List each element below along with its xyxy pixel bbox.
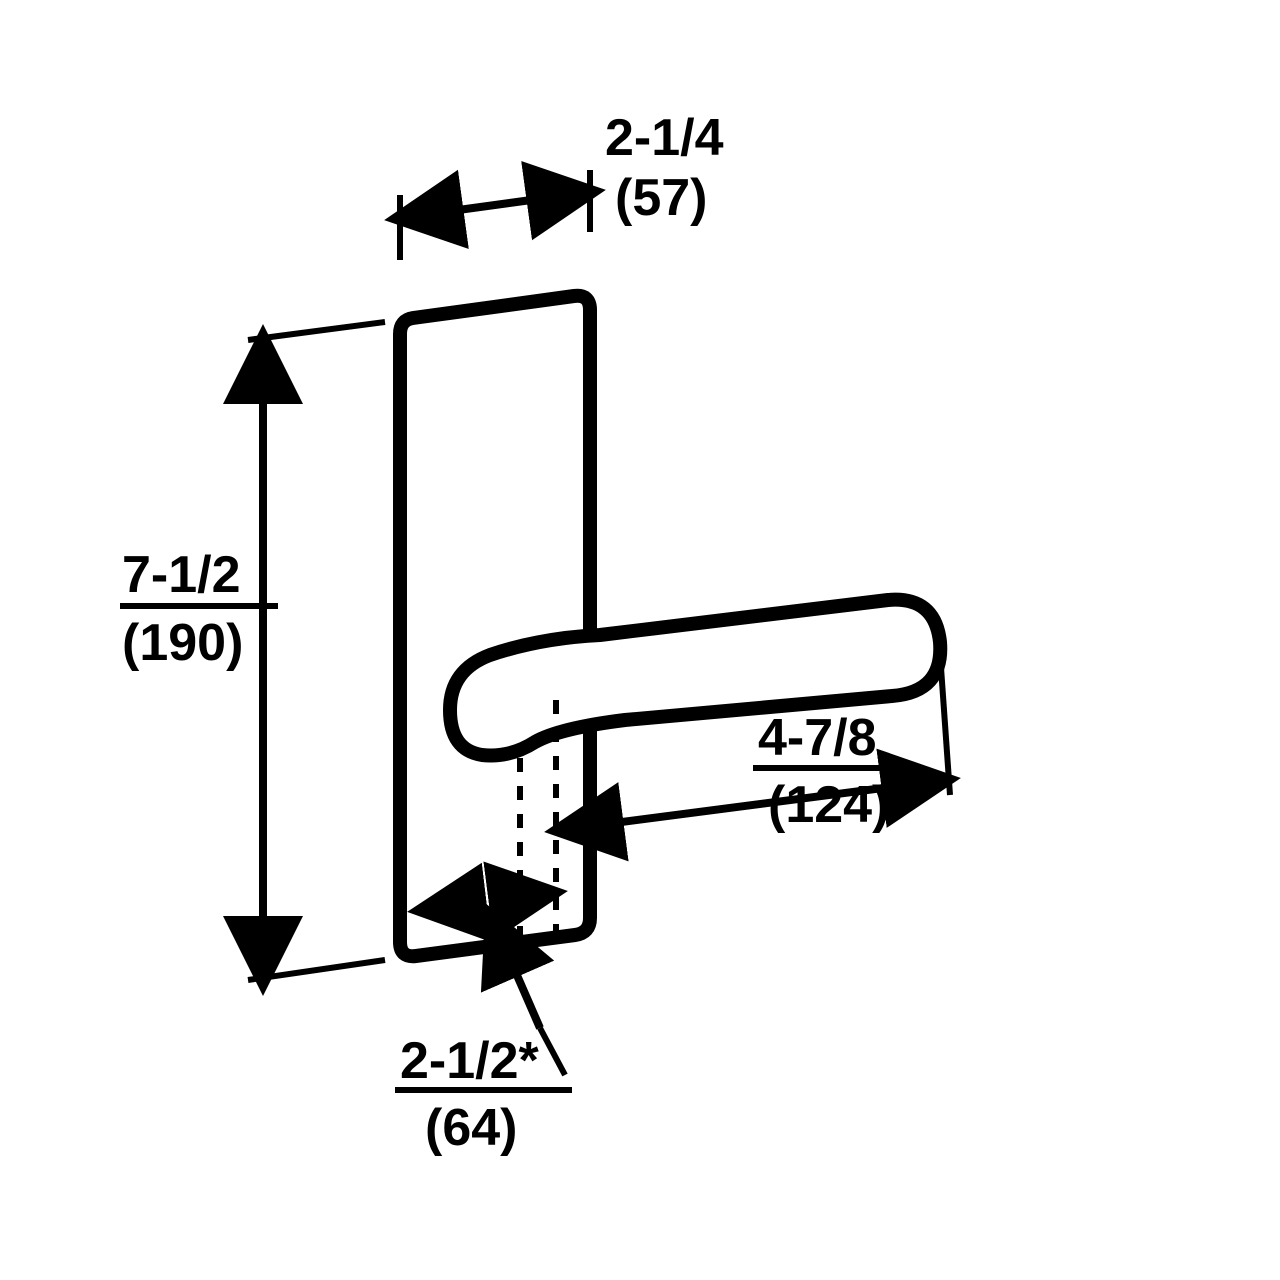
dimension-diagram: 2-1/4 (57) 7-1/2 (190) 4-7/8 (124) (0, 0, 1280, 1280)
dim-backset-metric: (64) (425, 1099, 517, 1157)
dim-height-left-metric: (190) (122, 614, 243, 672)
dim-height-left-imperial: 7-1/2 (122, 546, 241, 604)
dim-backset-imperial: 2-1/2* (400, 1032, 540, 1090)
dim-height-left: 7-1/2 (190) (120, 322, 385, 980)
dim-lever-imperial: 4-7/8 (758, 709, 877, 767)
escutcheon-plate (400, 296, 590, 956)
dim-width-top-imperial: 2-1/4 (605, 109, 724, 167)
dim-lever-metric: (124) (768, 776, 889, 834)
dim-width-top-metric: (57) (615, 169, 707, 227)
dim-width-top: 2-1/4 (57) (400, 109, 724, 260)
